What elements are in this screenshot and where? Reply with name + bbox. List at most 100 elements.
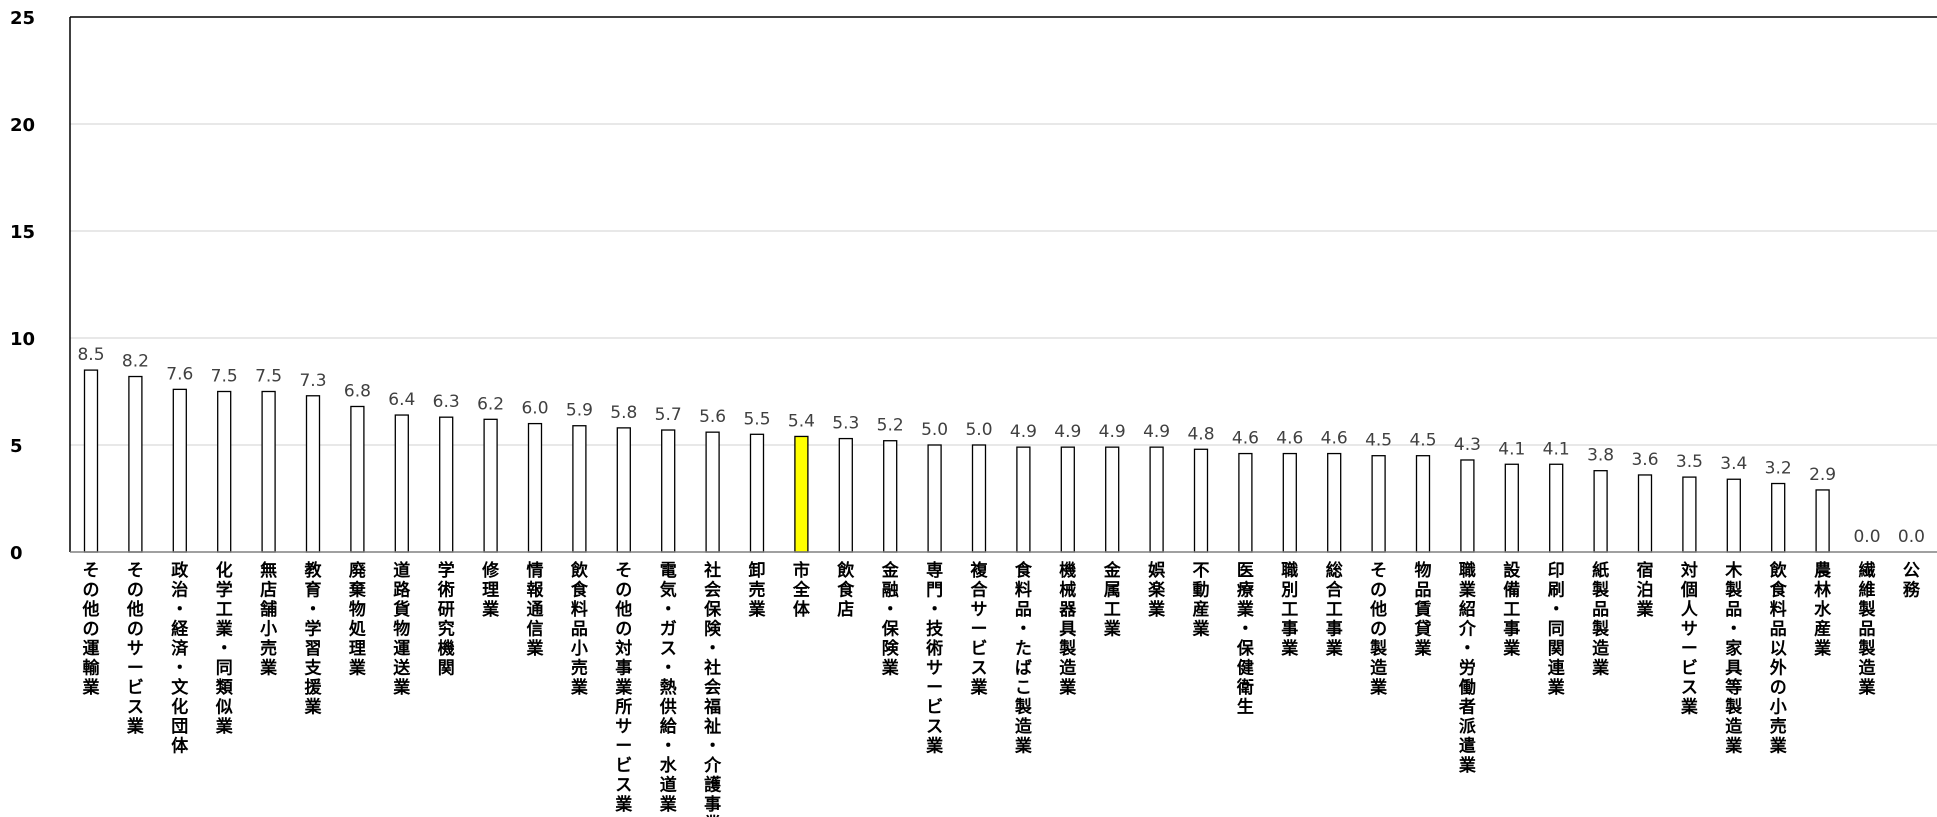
- bars: [83, 369, 1830, 553]
- data-label: 5.6: [699, 407, 726, 427]
- category-label: 印刷・同関連業: [1548, 561, 1566, 698]
- bar: [749, 433, 765, 553]
- category-label: 物品賃貸業: [1414, 560, 1432, 659]
- bar: [1238, 452, 1253, 553]
- bar: [838, 437, 853, 553]
- category-label: 飲食料品以外の小売業: [1769, 560, 1788, 757]
- category-label: 木製品・家具等製造業: [1724, 560, 1743, 757]
- bar: [1549, 463, 1564, 553]
- bar: [1149, 446, 1164, 553]
- data-label: 4.9: [1143, 422, 1170, 442]
- data-label: 4.1: [1543, 439, 1570, 459]
- bar: [794, 435, 809, 553]
- bar: [439, 416, 454, 553]
- category-label: 金属工業: [1103, 560, 1122, 640]
- category-label: 対個人サービス業: [1680, 560, 1699, 718]
- data-label: 4.9: [1054, 422, 1081, 442]
- bar: [1193, 448, 1209, 553]
- data-label: 0.0: [1898, 527, 1925, 547]
- bar: [1682, 476, 1697, 553]
- bar: [1016, 446, 1031, 553]
- category-label: 総合工事業: [1326, 560, 1344, 659]
- data-label: 4.5: [1365, 431, 1392, 451]
- data-label: 4.1: [1498, 439, 1525, 459]
- data-label: 3.8: [1587, 446, 1614, 466]
- bar: [1637, 474, 1653, 553]
- category-label: 市全体: [792, 560, 811, 620]
- y-tick-label: 0: [10, 543, 23, 564]
- bar: [305, 395, 321, 553]
- data-label: 5.7: [655, 405, 682, 425]
- data-label: 7.3: [299, 371, 326, 391]
- y-tick-label: 10: [10, 329, 35, 350]
- bar: [394, 414, 409, 553]
- category-label: 電気・ガス・熱供給・水道業: [659, 561, 678, 815]
- data-label: 0.0: [1853, 527, 1880, 547]
- category-labels: その他の運輸業 その他のサービス業 政治・経済・文化団体 化学工業・同類似業 無店舗小売…: [82, 560, 1921, 817]
- category-label: その他の運輸業: [82, 561, 101, 698]
- bar: [261, 390, 276, 553]
- data-label: 6.3: [433, 392, 460, 412]
- y-tick-label: 5: [10, 436, 23, 457]
- bar: [1593, 470, 1608, 553]
- bar: [661, 429, 676, 553]
- bar: [927, 444, 942, 553]
- data-label: 4.6: [1232, 429, 1259, 449]
- y-tick-label: 20: [10, 115, 35, 136]
- bar: [971, 444, 987, 553]
- y-axis-ticks: 0 5 10 15 20 25: [10, 8, 35, 564]
- bar: [83, 369, 99, 553]
- bar: [1060, 446, 1075, 553]
- category-label: 化学工業・同類似業: [215, 560, 234, 737]
- bar: [616, 427, 631, 553]
- data-label: 8.2: [122, 352, 149, 372]
- data-label: 2.9: [1809, 465, 1836, 485]
- data-label: 5.9: [566, 401, 593, 421]
- category-label: 政治・経済・文化団体: [171, 560, 189, 757]
- bar: [572, 425, 587, 553]
- data-label: 8.5: [77, 345, 104, 365]
- bar: [217, 390, 232, 553]
- data-label: 5.4: [788, 411, 815, 431]
- category-label: 廃棄物処理業: [348, 560, 367, 679]
- category-label: 飲食料品小売業: [570, 560, 589, 698]
- category-label: 専門・技術サービス業: [925, 561, 944, 757]
- data-label: 4.9: [1099, 422, 1126, 442]
- data-label: 3.2: [1765, 459, 1792, 479]
- category-label: 社会保険・社会福祉・介護事業: [703, 560, 722, 817]
- category-label: 公務: [1903, 561, 1921, 601]
- y-tick-label: 25: [10, 8, 35, 29]
- category-label: 農林水産業: [1814, 560, 1832, 659]
- data-label: 4.3: [1454, 435, 1481, 455]
- category-label: 無店舗小売業: [259, 560, 277, 679]
- category-label: 学術研究機関: [437, 560, 455, 679]
- category-label: 教育・学習支援業: [304, 560, 323, 718]
- bar: [527, 422, 543, 553]
- bar: [1282, 452, 1297, 553]
- data-label: 4.5: [1409, 431, 1436, 451]
- bar: [1771, 482, 1786, 553]
- data-label: 6.4: [388, 390, 415, 410]
- data-label: 4.6: [1321, 429, 1348, 449]
- data-label: 5.0: [965, 420, 992, 440]
- bar: [883, 440, 898, 553]
- category-label: 設備工事業: [1503, 560, 1521, 659]
- data-label: 7.6: [166, 364, 193, 384]
- data-label: 7.5: [211, 367, 238, 387]
- bar: [350, 405, 365, 553]
- category-label: 娯楽業: [1148, 560, 1166, 620]
- bar: [172, 388, 187, 553]
- y-tick-label: 15: [10, 222, 35, 243]
- category-label: 飲食店: [836, 560, 855, 620]
- data-label: 5.0: [921, 420, 948, 440]
- data-labels: 8.5 8.2 7.6 7.5 7.5 7.3 6.8 6.4 6.3 6.2 6.0 5.9 5.8 5…: [77, 345, 1924, 547]
- bar: [1327, 452, 1342, 553]
- data-label: 5.8: [610, 403, 637, 423]
- data-label: 5.3: [832, 414, 859, 434]
- bar: [705, 431, 720, 553]
- data-label: 4.8: [1187, 424, 1214, 444]
- category-label: 不動産業: [1193, 561, 1210, 640]
- gridlines: [70, 123, 1937, 446]
- category-label: 情報通信業: [527, 560, 545, 659]
